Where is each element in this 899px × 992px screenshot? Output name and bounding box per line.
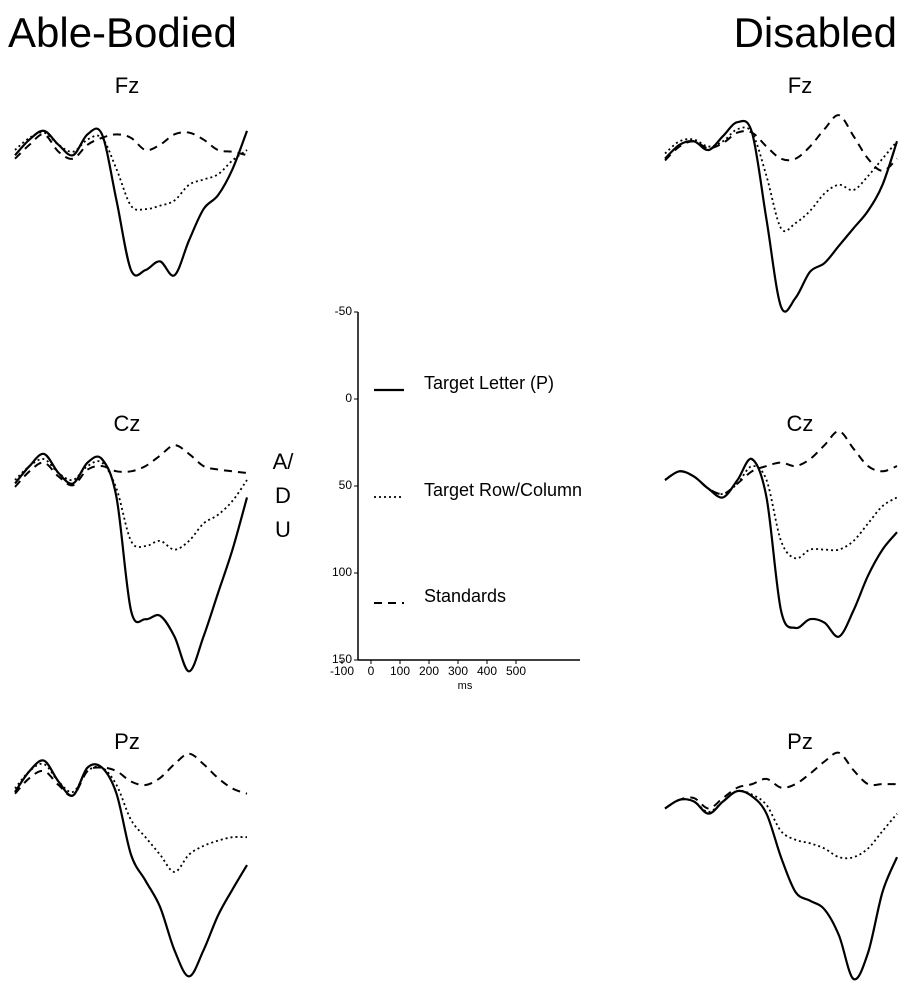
x-axis-label: ms xyxy=(458,680,473,692)
erp-line xyxy=(14,131,248,211)
y-axis-label: A/ xyxy=(273,449,295,474)
erp-line xyxy=(664,114,898,172)
panel-title: Fz xyxy=(788,73,812,98)
x-tick-label: 500 xyxy=(506,664,526,678)
x-tick-label: -100 xyxy=(330,664,354,678)
erp-line xyxy=(14,759,248,978)
y-axis-label: D xyxy=(275,483,291,508)
x-tick-label: 100 xyxy=(390,664,410,678)
y-axis-label: U xyxy=(275,517,291,542)
erp-line xyxy=(664,789,899,981)
erp-line xyxy=(14,131,248,160)
erp-line xyxy=(14,452,249,673)
legend-label: Target Row/Column xyxy=(424,480,582,500)
erp-line xyxy=(14,762,248,873)
group-title: Disabled xyxy=(734,9,897,56)
panel-title: Cz xyxy=(787,411,814,436)
erp-line xyxy=(664,457,898,638)
y-tick-label: 150 xyxy=(332,652,352,666)
x-tick-label: 0 xyxy=(368,664,375,678)
y-tick-label: 50 xyxy=(339,478,353,492)
panel-title: Pz xyxy=(787,729,813,754)
x-tick-label: 200 xyxy=(419,664,439,678)
panel-title: Pz xyxy=(114,729,140,754)
x-tick-label: 300 xyxy=(448,664,468,678)
group-title: Able-Bodied xyxy=(8,9,237,56)
legend-label: Standards xyxy=(424,586,506,606)
y-tick-label: 0 xyxy=(345,391,352,405)
erp-line xyxy=(14,127,249,277)
erp-line xyxy=(664,119,899,313)
erp-line xyxy=(14,444,248,488)
erp-line xyxy=(664,789,898,860)
erp-line xyxy=(664,430,898,496)
panel-title: Cz xyxy=(114,411,141,436)
panel-title: Fz xyxy=(115,73,139,98)
x-tick-label: 400 xyxy=(477,664,497,678)
y-tick-label: 100 xyxy=(332,565,352,579)
erp-line xyxy=(14,752,248,797)
y-tick-label: -50 xyxy=(335,304,353,318)
erp-line xyxy=(14,458,248,551)
erp-line xyxy=(664,751,897,810)
legend-label: Target Letter (P) xyxy=(424,373,554,393)
erp-line xyxy=(664,126,898,233)
